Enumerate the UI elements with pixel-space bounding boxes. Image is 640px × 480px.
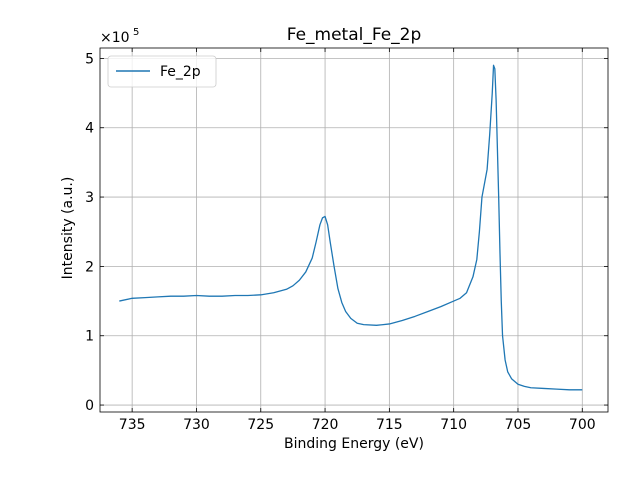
grid (100, 48, 608, 412)
x-tick-label: 720 (312, 417, 339, 433)
y-tick-label: 4 (85, 121, 94, 137)
y-axis-title: Intensity (a.u.) (60, 177, 76, 280)
series-layer (119, 64, 583, 391)
x-tick-label: 730 (183, 417, 210, 433)
plot-frame (99, 47, 609, 413)
series-line-fe-2p (119, 64, 583, 391)
y-tick-label: 1 (85, 329, 94, 345)
y-scale-exponent: 5 (133, 27, 139, 38)
x-axis-title: Binding Energy (eV) (284, 436, 424, 452)
x-tick-label: 710 (440, 417, 467, 433)
ticks: 735 730 725 720 715 710 705 700 0 1 2 3 4 5 (85, 48, 608, 433)
legend: Fe_2p (107, 55, 217, 88)
legend-label: Fe_2p (160, 64, 201, 80)
y-tick-label: 5 (85, 51, 94, 67)
y-scale-multiplier: ×10 5 (100, 27, 139, 46)
y-tick-label: 3 (85, 190, 94, 206)
x-tick-label: 725 (247, 417, 274, 433)
legend-box (107, 55, 217, 88)
y-scale-base: ×10 (100, 30, 130, 46)
y-tick-label: 2 (85, 259, 94, 275)
x-tick-label: 700 (569, 417, 596, 433)
x-tick-label: 715 (376, 417, 403, 433)
chart-title: Fe_metal_Fe_2p (287, 25, 422, 45)
y-tick-label: 0 (85, 398, 94, 414)
x-tick-label: 705 (505, 417, 532, 433)
x-tick-label: 735 (119, 417, 146, 433)
